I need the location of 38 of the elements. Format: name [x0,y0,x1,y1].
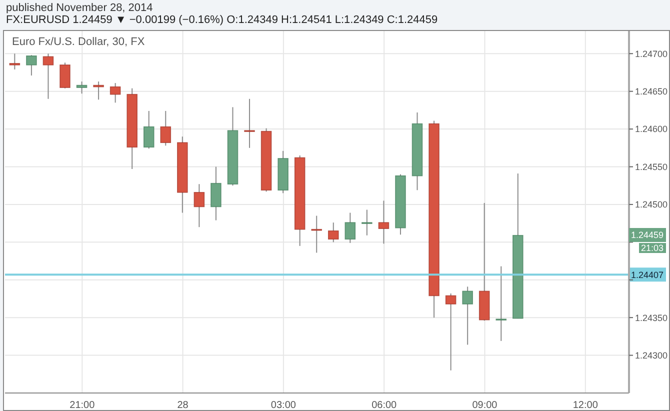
chart-title: Euro Fx/U.S. Dollar, 30, FX [12,36,145,48]
candlestick [210,166,222,221]
x-tick-label: 03:00 [270,400,296,411]
candlestick [60,62,70,89]
candlestick [110,82,121,104]
candlestick [328,222,339,243]
text: FX:EURUSD 1.24459 ▼ −0.00199 (−0.16%) O:1.24349 H:1.24541 L:1.24349 C:1.24459 [6,14,438,26]
candlestick [143,110,154,150]
candlestick [194,184,205,228]
annotation: 1.24459 [629,228,666,242]
candlestick [76,81,88,94]
y-tick-label: 1.24650 [635,86,668,97]
y-tick-label: 1.24300 [635,350,668,360]
candlestick [378,200,390,244]
y-tick-label: 1.24700 [635,48,668,59]
y-tick-label: 1.24600 [635,124,668,134]
x-tick-label: 12:00 [572,400,598,411]
candlestick [9,53,20,70]
candlestick [496,266,507,342]
candlestick [42,53,54,100]
candlestick [462,286,473,346]
chart-subtitle: published November 28, 2014 [6,2,153,14]
y-tick-label: 1.24500 [635,200,668,210]
candlestick [26,54,37,76]
candlestick [344,212,356,244]
candlestick [445,292,456,371]
candlestick [93,81,104,100]
x-tick-label: 09:00 [472,400,498,411]
x-tick-label: 21:00 [70,400,96,411]
text: 21:03 [639,243,666,254]
candlestick [362,209,372,236]
x-tick-label: 06:00 [372,400,398,411]
candlestick [244,98,255,148]
y-tick-label: 1.24350 [635,312,668,323]
y-tick-label: 1.24550 [635,162,668,172]
ref-line-label: 1.24407 [631,270,664,280]
candlestick [160,110,172,146]
x-tick-label: 28 [177,400,189,411]
